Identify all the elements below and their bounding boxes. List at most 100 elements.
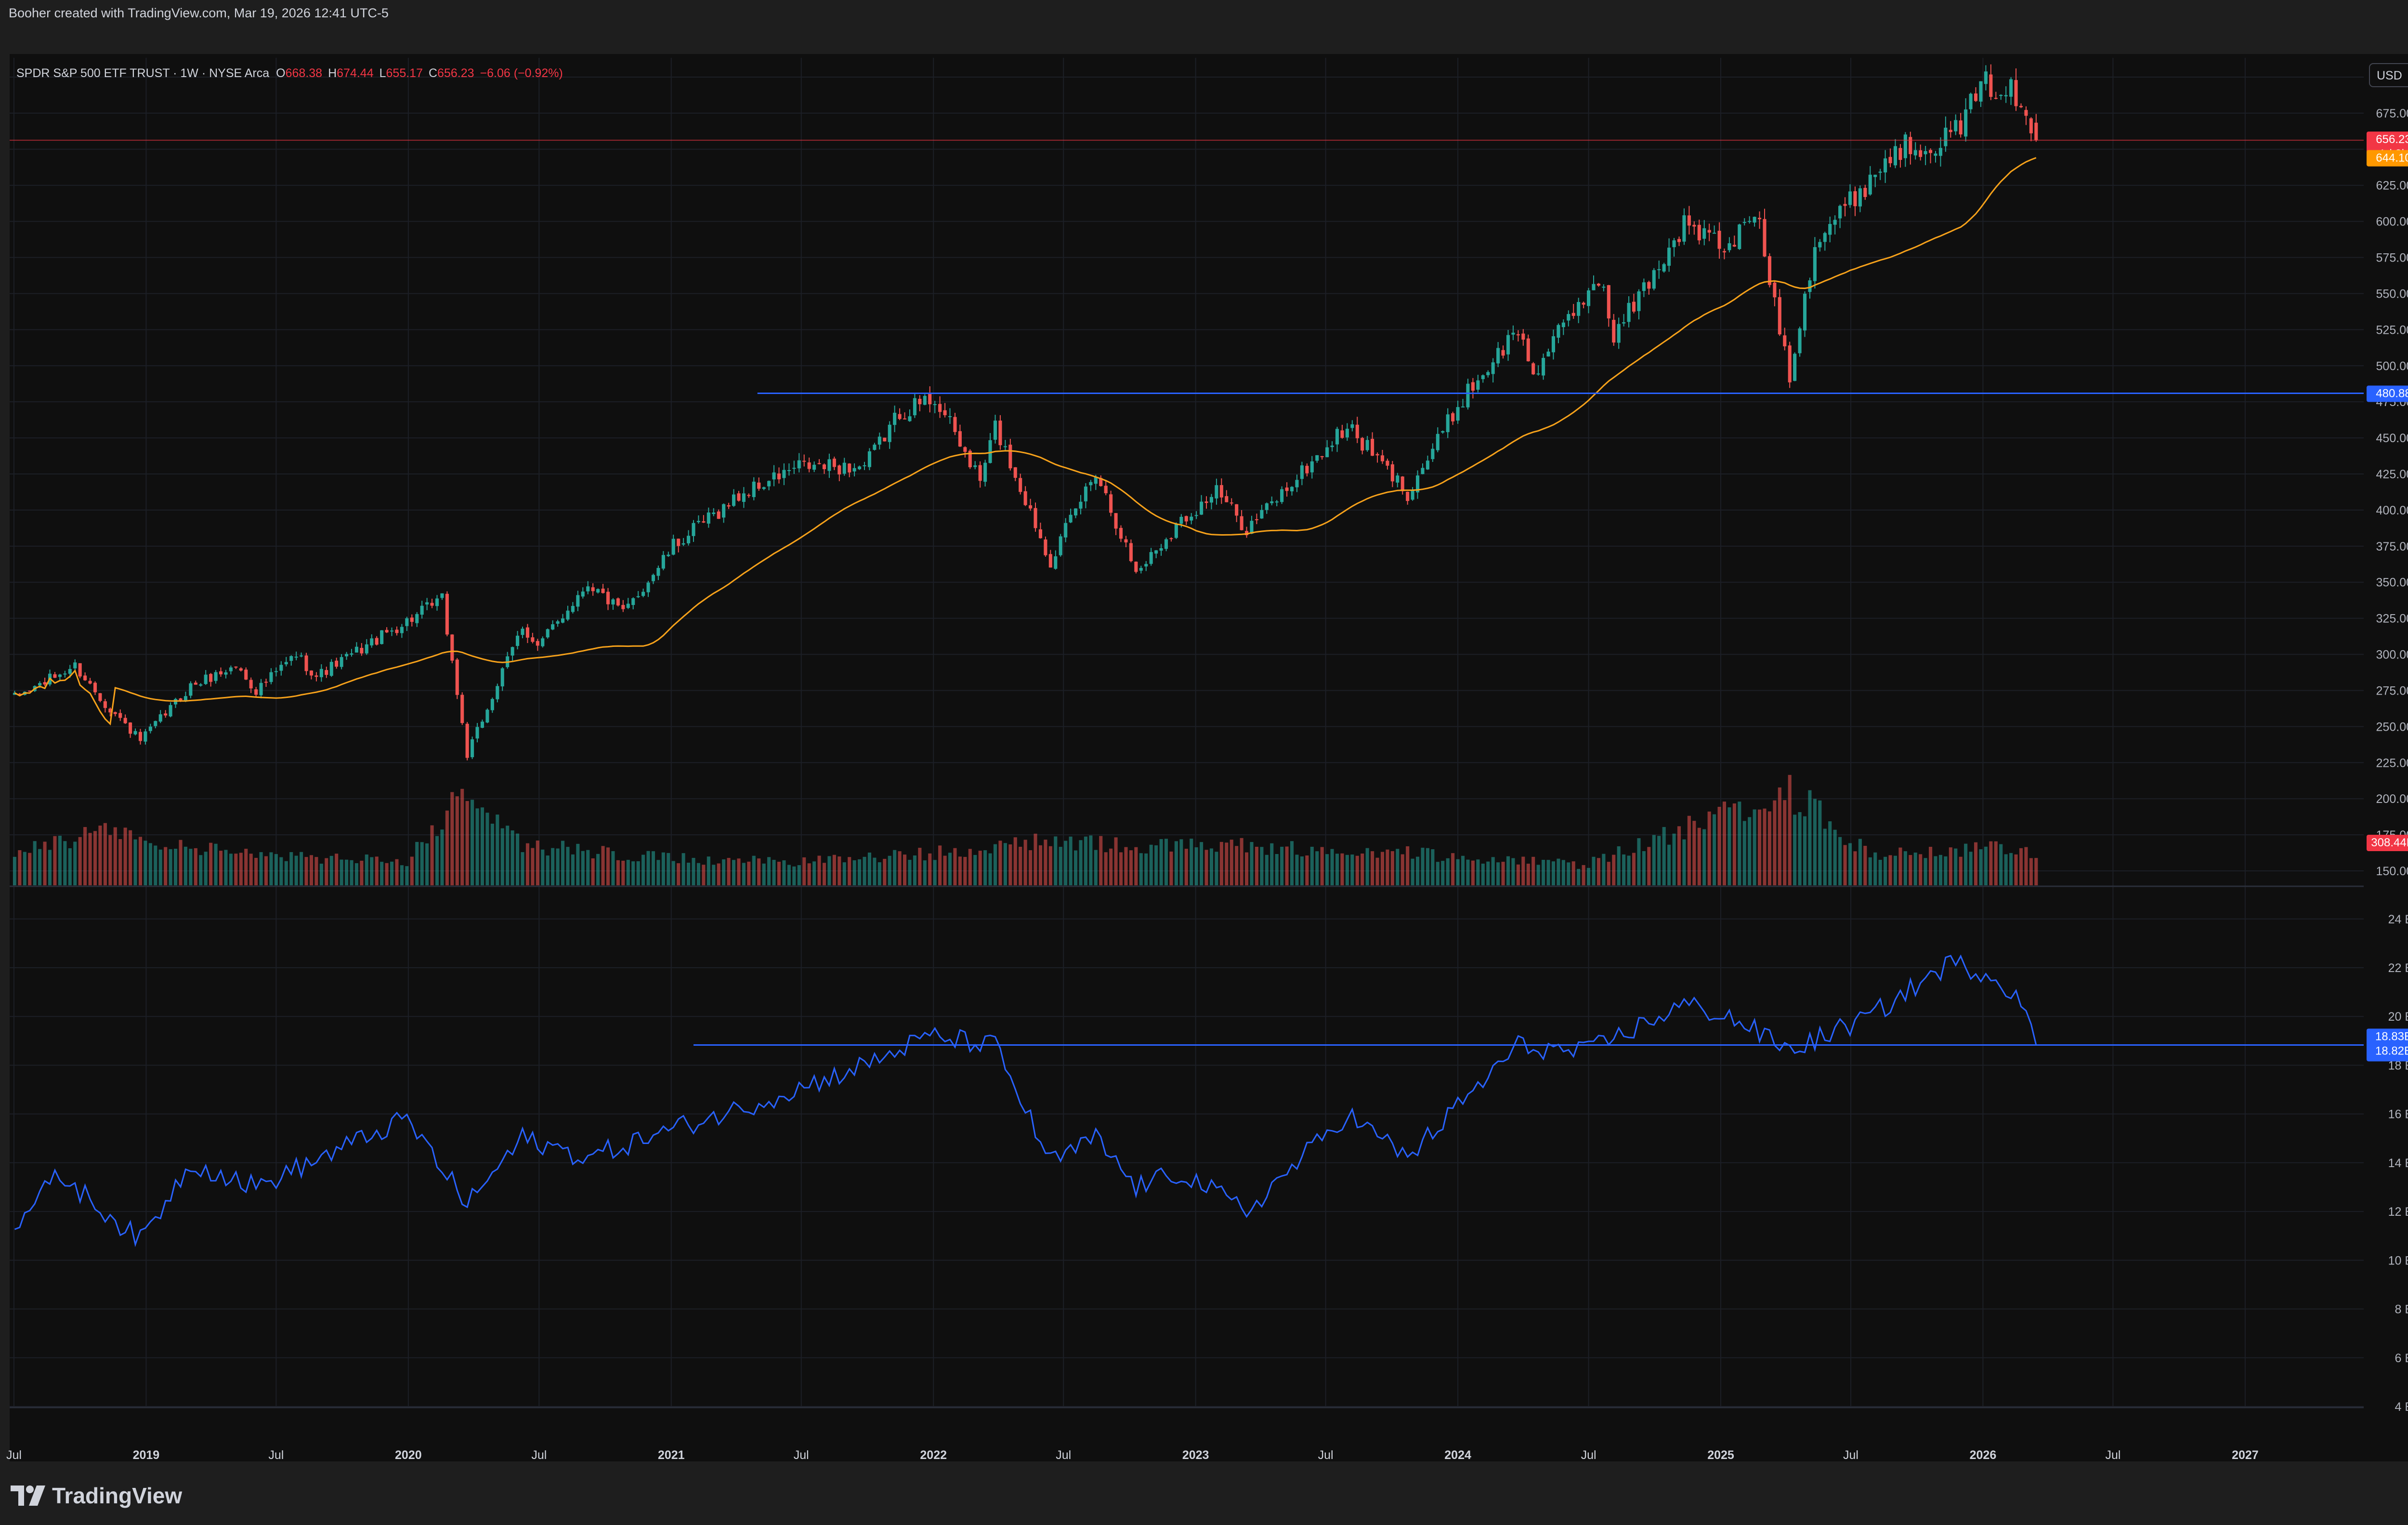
volume-bar: [420, 842, 424, 885]
indicator-axis-label: 12 B: [2388, 1205, 2408, 1219]
volume-bar: [1315, 851, 1319, 885]
volume-bar: [883, 858, 887, 885]
time-axis-label: 2026: [1970, 1448, 1997, 1462]
candle: [1893, 139, 1898, 169]
candle: [1330, 441, 1334, 452]
candle: [63, 670, 67, 678]
volume-bar: [852, 860, 856, 885]
candle: [475, 723, 479, 743]
volume-bar: [1034, 833, 1037, 885]
volume-bar: [742, 863, 746, 885]
volume-bar: [525, 843, 529, 885]
volume-bar: [692, 858, 695, 885]
volume-bar: [1949, 847, 1952, 885]
volume-bar: [908, 860, 912, 885]
currency-button[interactable]: USD: [2369, 63, 2408, 87]
volume-bar: [249, 854, 253, 885]
candle: [762, 486, 766, 490]
price-axis-label: 450.00: [2376, 432, 2408, 445]
candle: [214, 670, 218, 684]
candle: [1707, 223, 1711, 241]
volume-bar: [1974, 842, 1978, 885]
candle: [420, 601, 424, 619]
candle: [963, 446, 967, 458]
volume-bar: [304, 857, 308, 885]
volume-bar: [973, 855, 977, 885]
candle: [838, 464, 841, 481]
volume-bar: [998, 841, 1002, 885]
plot-background: [10, 54, 2408, 1461]
chart-credit: Booher created with TradingView.com, Mar…: [9, 6, 389, 20]
tradingview-wordmark: TradingView: [52, 1483, 183, 1508]
indicator-line[interactable]: [14, 954, 2037, 1248]
volume-bar: [1139, 853, 1143, 885]
candle: [601, 584, 605, 594]
price-axis-label: 400.00: [2376, 504, 2408, 517]
candle: [651, 573, 655, 584]
candle: [681, 538, 685, 546]
candle: [1436, 427, 1440, 452]
candle: [1019, 473, 1022, 495]
candle: [1124, 536, 1128, 548]
candle: [1592, 275, 1596, 290]
volume-bar: [1461, 855, 1465, 885]
volume-bar: [953, 848, 957, 885]
volume-bar: [566, 847, 570, 885]
volume-bar: [1124, 847, 1128, 885]
candle: [1073, 508, 1078, 518]
volume-bar: [1280, 846, 1284, 885]
volume-bar: [1190, 839, 1193, 885]
candle: [400, 624, 404, 638]
candle: [1823, 232, 1827, 251]
volume-bar: [1149, 844, 1153, 885]
candle: [591, 583, 595, 596]
indicator-axis-label: 6 B: [2395, 1352, 2408, 1365]
candle: [209, 673, 213, 687]
volume-bar: [1059, 847, 1062, 885]
moving-average-badge: 644.10: [2367, 150, 2408, 167]
volume-bar: [1471, 860, 1475, 885]
volume-bar: [863, 856, 866, 885]
time-axis-label: 2019: [133, 1448, 160, 1462]
candle: [1421, 463, 1425, 474]
candle: [1667, 238, 1671, 272]
volume-bar: [531, 848, 535, 885]
volume-badge-text: 308.44M: [2371, 836, 2408, 849]
volume-bar: [1994, 841, 1998, 885]
candle: [1184, 515, 1188, 525]
volume-bar: [827, 856, 831, 885]
candle: [500, 667, 504, 691]
volume-bar: [1898, 847, 1902, 885]
volume-bar: [1355, 855, 1359, 885]
volume-bar: [1104, 852, 1108, 885]
candle: [98, 693, 102, 703]
volume-bar: [506, 826, 510, 885]
tradingview-logo[interactable]: TradingView: [11, 1483, 182, 1509]
volume-bar: [797, 865, 801, 885]
volume-bar: [390, 861, 394, 885]
candle: [1999, 94, 2003, 100]
candle: [787, 463, 791, 476]
volume-bar: [586, 850, 590, 885]
candle: [445, 591, 449, 636]
volume-bar: [1984, 846, 1988, 885]
volume-bar: [958, 856, 962, 885]
candle: [1270, 496, 1274, 506]
volume-bar: [1516, 864, 1520, 885]
volume-bar: [1064, 841, 1068, 885]
candle: [1154, 550, 1158, 558]
volume-bar: [1209, 848, 1214, 885]
candle: [1793, 352, 1797, 381]
moving-average-line[interactable]: [14, 157, 2037, 726]
candle: [586, 581, 590, 594]
candle: [410, 614, 414, 627]
volume-bar: [1909, 855, 1912, 885]
volume-bar: [1557, 858, 1560, 885]
volume-bar: [636, 861, 640, 885]
candle: [1577, 298, 1581, 323]
candle: [1501, 345, 1505, 359]
volume-bar: [1833, 829, 1837, 885]
volume-bar: [948, 853, 952, 885]
volume-bar: [440, 829, 444, 885]
